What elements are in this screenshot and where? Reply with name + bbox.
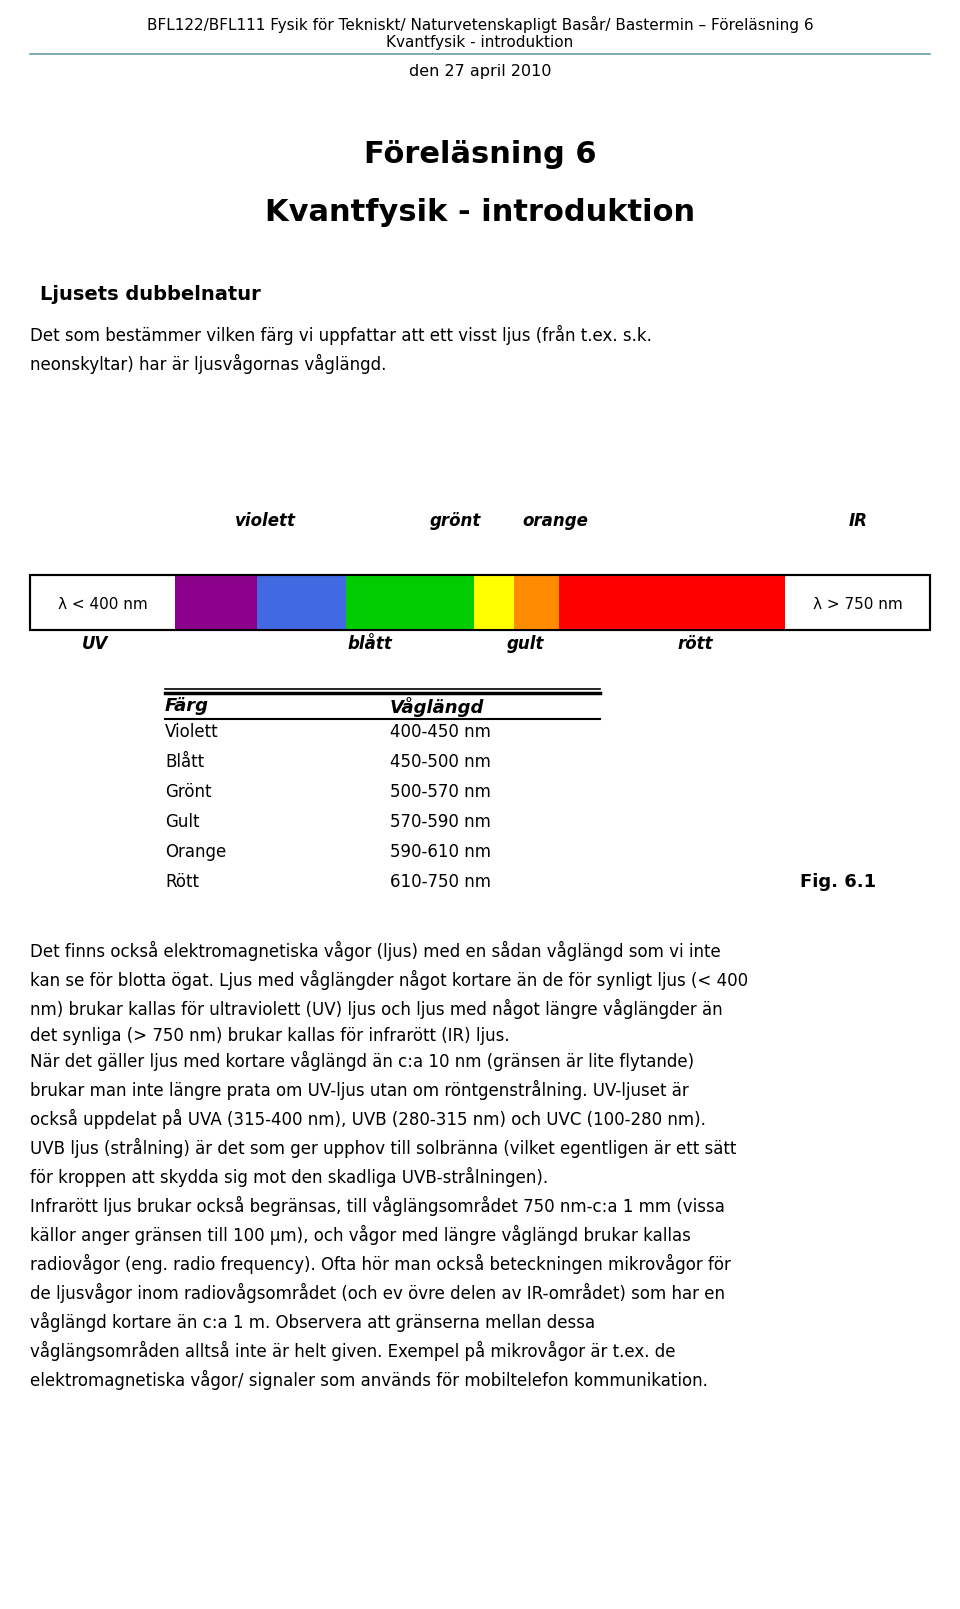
Bar bbox=[474, 574, 514, 631]
Text: IR: IR bbox=[849, 512, 868, 529]
Bar bbox=[514, 574, 560, 631]
Text: Våglängd: Våglängd bbox=[390, 697, 485, 718]
Text: Färg: Färg bbox=[165, 697, 209, 714]
Bar bbox=[30, 574, 930, 631]
Text: UV: UV bbox=[82, 636, 108, 653]
Bar bbox=[257, 574, 346, 631]
Text: orange: orange bbox=[522, 512, 588, 529]
Text: Infrarött ljus brukar också begränsas, till våglängsområdet 750 nm-c:a 1 mm (vis: Infrarött ljus brukar också begränsas, t… bbox=[30, 1195, 731, 1390]
Text: 590-610 nm: 590-610 nm bbox=[390, 843, 491, 861]
Text: 400-450 nm: 400-450 nm bbox=[390, 722, 491, 742]
Bar bbox=[175, 574, 257, 631]
Text: λ < 400 nm: λ < 400 nm bbox=[58, 597, 148, 611]
Text: Kvantfysik - introduktion: Kvantfysik - introduktion bbox=[386, 35, 574, 50]
Text: Orange: Orange bbox=[165, 843, 227, 861]
Text: Gult: Gult bbox=[165, 813, 200, 830]
Text: När det gäller ljus med kortare våglängd än c:a 10 nm (gränsen är lite flytande): När det gäller ljus med kortare våglängd… bbox=[30, 1051, 736, 1187]
Text: Det finns också elektromagnetiska vågor (ljus) med en sådan våglängd som vi inte: Det finns också elektromagnetiska vågor … bbox=[30, 941, 748, 1044]
Text: Kvantfysik - introduktion: Kvantfysik - introduktion bbox=[265, 198, 695, 227]
Text: 610-750 nm: 610-750 nm bbox=[390, 874, 491, 891]
Bar bbox=[560, 574, 785, 631]
Text: Föreläsning 6: Föreläsning 6 bbox=[364, 140, 596, 169]
Text: Grönt: Grönt bbox=[165, 784, 211, 801]
Text: BFL122/BFL111 Fysik för Tekniskt/ Naturvetenskapligt Basår/ Bastermin – Föreläsn: BFL122/BFL111 Fysik för Tekniskt/ Naturv… bbox=[147, 16, 813, 34]
Text: Det som bestämmer vilken färg vi uppfattar att ett visst ljus (från t.ex. s.k.
n: Det som bestämmer vilken färg vi uppfatt… bbox=[30, 325, 652, 373]
Text: grönt: grönt bbox=[429, 512, 481, 529]
Text: λ > 750 nm: λ > 750 nm bbox=[812, 597, 902, 611]
Text: violett: violett bbox=[234, 512, 296, 529]
Text: den 27 april 2010: den 27 april 2010 bbox=[409, 64, 551, 79]
Text: blått: blått bbox=[348, 636, 393, 653]
Bar bbox=[30, 574, 930, 631]
Text: Violett: Violett bbox=[165, 722, 219, 742]
Text: rött: rött bbox=[677, 636, 713, 653]
Text: Fig. 6.1: Fig. 6.1 bbox=[800, 874, 876, 891]
Text: 570-590 nm: 570-590 nm bbox=[390, 813, 491, 830]
Text: 450-500 nm: 450-500 nm bbox=[390, 753, 491, 771]
Text: Rött: Rött bbox=[165, 874, 199, 891]
Text: gult: gult bbox=[506, 636, 543, 653]
Bar bbox=[346, 574, 474, 631]
Text: Ljusets dubbelnatur: Ljusets dubbelnatur bbox=[40, 285, 261, 304]
Text: Blått: Blått bbox=[165, 753, 204, 771]
Text: 500-570 nm: 500-570 nm bbox=[390, 784, 491, 801]
